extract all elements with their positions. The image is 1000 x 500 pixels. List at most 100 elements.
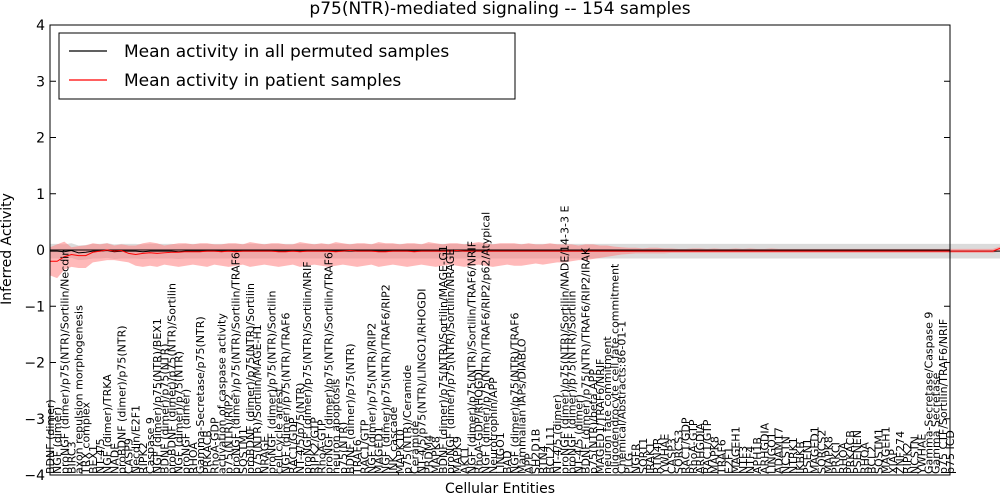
y-tick-label: 3 (36, 74, 45, 90)
entity-label: BAD (501, 450, 514, 474)
entity-label: MAPK9 (451, 436, 464, 474)
entity-label: RHOA (837, 442, 850, 474)
y-axis-ticks: −4 −3 −2 −1 0 1 2 3 4 (24, 18, 950, 484)
entity-label: YWHAE (915, 434, 928, 475)
entity-label: NGF (dimer)/p75(NTR)/TRAF6/RIP2 (380, 284, 393, 474)
entity-label: Caspase 9 (144, 417, 157, 474)
entity-label: NT-4/5 (dimer) (573, 394, 586, 474)
entity-label: proNGF (dimer)/p75(NTR)/Sortilin/NRIF (301, 261, 314, 474)
entity-label: NGF (dimer) (51, 407, 64, 474)
entity-label: APH1B (751, 437, 764, 474)
y-axis-label: Inferred Activity (0, 193, 15, 305)
entity-label: Necdin/E2F1 (130, 405, 143, 474)
entity-label: Neurotrophin/APP (487, 377, 500, 474)
entity-label: NGF (dimer)/p75(NTR)/RIP2 (365, 323, 378, 474)
entity-label: NCSTN (780, 436, 793, 474)
entity-label: RhoA-GTP (315, 419, 328, 474)
series-lines (50, 247, 1000, 262)
entity-label: proNGF (dimer)/p75(NTR)/Sortilin/NADE/14… (558, 206, 571, 474)
entity-label: PRKCI (830, 442, 843, 474)
entity-label: NT-4/5 (dimer) (551, 394, 564, 474)
entity-label: p75(NTR)/beta APP (587, 369, 600, 474)
y-tick-label: −1 (24, 299, 45, 315)
legend-label-permuted: Mean activity in all permuted samples (124, 42, 449, 62)
entity-label: PSENEN (851, 430, 864, 474)
legend: Mean activity in all permuted samples Me… (58, 32, 516, 100)
plot-area: BDNF (dimer)NGF (dimer)proNGF (dimer)/p7… (24, 18, 1000, 484)
y-tick-label: −4 (24, 468, 45, 484)
entity-label: RHOA (187, 442, 200, 474)
entity-label: proBDNF (dimer)/p75(NTR)/Sortilin (165, 283, 178, 474)
entity-label: LINGO1 (494, 432, 507, 474)
entity-label: SORCS2 (815, 430, 828, 474)
entity-label: proNGF (dimer)/p75(NTR)/Sortilin/Necdin (58, 249, 71, 474)
entity-label: axon repulsion morphogenesis (73, 305, 86, 474)
legend-label-patient: Mean activity in patient samples (124, 71, 401, 91)
entity-label: cell cycle arrest (273, 387, 286, 474)
entity-label: Gamma-Secretase/p75(NTR) (194, 316, 207, 474)
y-tick-label: 2 (36, 131, 45, 147)
entity-label: MAGED1 (373, 426, 386, 474)
entity-label: BCL2L11 (544, 426, 557, 474)
entity-label: Ceramide (408, 421, 421, 474)
entity-label: PRDM4 (423, 435, 436, 474)
entity-label: NGF (dimer)/p75(NTR)/TRAF6 (508, 312, 521, 474)
entity-label: p75(NTR)/Sortilin/MAGE-H1 (251, 324, 264, 474)
entity-label: MAGED1 (808, 426, 821, 474)
entity-label: NGF (dimer)/p75(NTR)/Sortilin/TRAF6/NRIF (465, 241, 478, 474)
entity-label: NTRK1 (787, 437, 800, 474)
entity-label: SH2D1B (530, 429, 543, 474)
entity-label: p75(NTR)/RIP2 (223, 394, 236, 474)
entity-label: proNGF (dimer) (180, 389, 193, 474)
entity-label: AKT1 (458, 446, 471, 474)
entity-label: TRX complex (80, 401, 93, 475)
entity-label: activation of caspase activity (215, 313, 228, 474)
entity-label: ARHGDIA (694, 422, 707, 474)
entity-label: SORT1 (637, 438, 650, 474)
y-tick-label: 4 (36, 18, 45, 34)
entity-label: RhoA-GDP (208, 417, 221, 474)
entity-label: RTN4 (537, 445, 550, 474)
entity-label: p75(NTR) (337, 422, 350, 474)
entity-label: BEX1 (87, 445, 100, 474)
chart-title: p75(NTR)-mediated signaling -- 154 sampl… (309, 0, 690, 19)
entity-label: RIPK2/GTP (308, 417, 321, 474)
entity-label: NGF (dimer)/p75(NTR)/TRAF6/RIP2/p62/Atyp… (480, 212, 493, 474)
entity-label: CASP3 (665, 438, 678, 474)
entity-label: PRKACB (201, 430, 214, 474)
entity-label: RIPK2 (137, 442, 150, 474)
entity-label: MAGEH1 (730, 426, 743, 474)
entity-label: Gamma Secretase (930, 372, 943, 474)
x-axis-label: Cellular Entities (445, 481, 555, 497)
entity-label: SQSTM1 (873, 428, 886, 474)
entity-label: NRAGE (258, 436, 271, 474)
entity-label: YWHAE (658, 434, 671, 475)
entity-label: BDNF (dimer)/p75(NTR) (158, 343, 171, 474)
entity-label: Gamma-Secretase/Caspase 9 (923, 312, 936, 474)
y-tick-label: −3 (24, 412, 45, 428)
y-tick-label: 1 (36, 187, 45, 203)
entity-label: PLG (623, 453, 636, 474)
entity-label: BDNF (dimer)/p75(NTR)/TRAF6/RIP2/IRAK (580, 247, 593, 474)
entity-label: E2F1 (723, 447, 736, 474)
entity-label: Mammalian IAPs/DIABLO (515, 338, 528, 474)
legend-box (58, 32, 516, 100)
entity-label: JNK cascade (387, 407, 400, 475)
entity-label: RAC1/GDP (287, 417, 300, 474)
entity-label: RIPK2 (901, 442, 914, 474)
entity-label: LINGO1 (765, 432, 778, 474)
entity-label: BCL2 (865, 446, 878, 474)
entity-label: p75(NTR)/Ceramide (401, 365, 414, 474)
entity-label: NCSTN (908, 436, 921, 474)
entity-label: NGFR (630, 443, 643, 474)
entity-label: MAPK10 (394, 429, 407, 474)
entity-label: TRAF6 (715, 439, 728, 475)
entity-label: CASP9 (123, 438, 136, 474)
entity-label: neuron fate commitment (601, 336, 614, 474)
entity-label: oligodendrocyte cell fate commitment (608, 263, 621, 474)
entity-label: PRKACB (844, 430, 857, 474)
entity-label: NGF (dimer)/TRKA (101, 374, 114, 474)
entity-label: IRAK1 (644, 442, 657, 474)
entity-label: RAC1/GTP (701, 419, 714, 474)
